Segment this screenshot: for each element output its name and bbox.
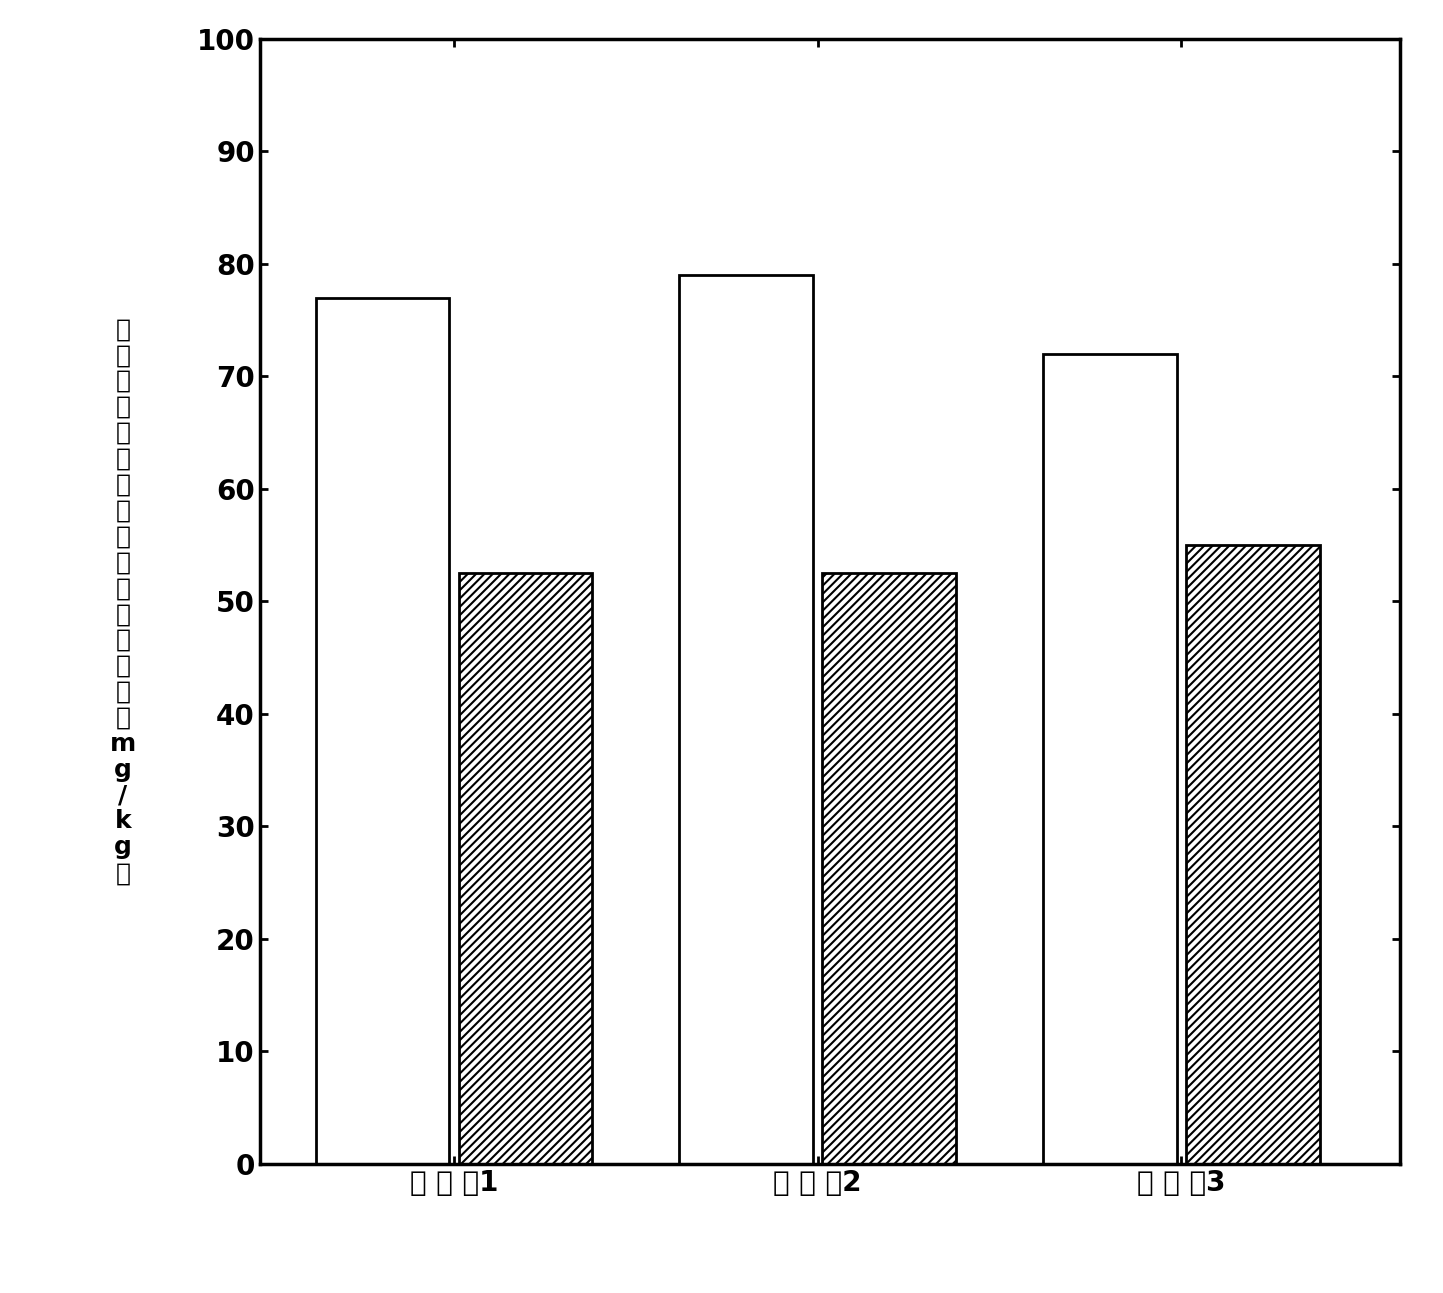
Bar [1186, 546, 1320, 1164]
Bar [680, 275, 812, 1164]
Bar [316, 297, 449, 1164]
Bar [459, 573, 592, 1164]
Text: 种
植
开
花
前
后
污
染
土
壤
有
效
铜
含
量
（
m
g
/
k
g
）: 种 植 开 花 前 后 污 染 土 壤 有 效 铜 含 量 （ m g / k … [110, 317, 136, 886]
Bar [1043, 354, 1176, 1164]
Bar [823, 573, 955, 1164]
